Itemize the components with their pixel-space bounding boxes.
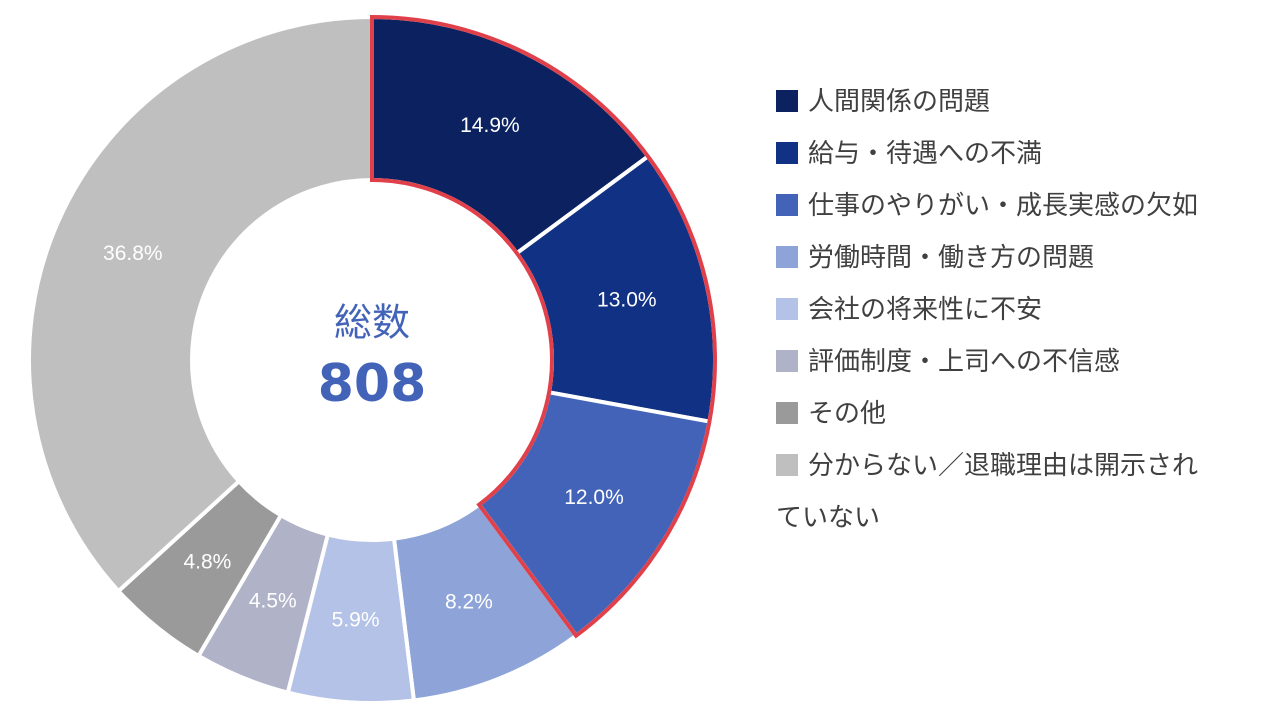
legend-item-7: その他 <box>776 388 1216 440</box>
legend-label-7: その他 <box>808 399 887 429</box>
legend-item-6: 評価制度・上司への不信感 <box>776 336 1216 388</box>
legend-swatch-1 <box>776 90 798 112</box>
legend-swatch-8 <box>776 454 798 476</box>
legend-label-1: 人間関係の問題 <box>808 87 991 117</box>
donut-chart: 14.9%13.0%12.0%8.2%5.9%4.5%4.8%36.8% 総数 … <box>27 14 717 705</box>
slice-label-8: 36.8% <box>103 242 163 265</box>
legend-swatch-4 <box>776 246 798 268</box>
legend-item-2: 給与・待遇への不満 <box>776 128 1216 180</box>
legend-label-4: 労働時間・働き方の問題 <box>808 243 1095 273</box>
legend-swatch-6 <box>776 350 798 372</box>
slice-label-7: 4.8% <box>183 551 231 574</box>
center-title: 総数 <box>334 301 410 345</box>
slice-label-6: 4.5% <box>249 589 297 612</box>
legend-label-8: 分からない／退職理由は開示されていない <box>776 451 1199 533</box>
legend-swatch-5 <box>776 298 798 320</box>
legend-swatch-3 <box>776 194 798 216</box>
slice-label-2: 13.0% <box>597 289 657 312</box>
legend-item-5: 会社の将来性に不安 <box>776 284 1216 336</box>
legend-item-3: 仕事のやりがい・成長実感の欠如 <box>776 180 1216 232</box>
highlight-outline <box>370 14 717 639</box>
legend-swatch-7 <box>776 402 798 424</box>
slice-label-4: 8.2% <box>445 590 493 613</box>
legend-label-3: 仕事のやりがい・成長実感の欠如 <box>808 191 1199 221</box>
legend-label-2: 給与・待遇への不満 <box>808 139 1043 169</box>
legend: 人間関係の問題給与・待遇への不満仕事のやりがい・成長実感の欠如 労働時間・働き方の… <box>776 76 1216 544</box>
center-value: 808 <box>318 354 427 414</box>
slice-label-3: 12.0% <box>564 486 624 509</box>
slice-8 <box>27 14 374 594</box>
slice-label-5: 5.9% <box>332 609 380 632</box>
legend-swatch-2 <box>776 142 798 164</box>
legend-label-5: 会社の将来性に不安 <box>808 295 1043 325</box>
legend-item-1: 人間関係の問題 <box>776 76 1216 128</box>
legend-item-8: 分からない／退職理由は開示されていない <box>776 440 1216 544</box>
slice-labels: 14.9% 13.0% 12.0% 8.2% 5.9% 4.5% 4.8% 36.8% <box>103 114 657 631</box>
legend-label-6: 評価制度・上司への不信感 <box>808 347 1121 377</box>
slice-label-1: 14.9% <box>460 114 520 137</box>
legend-item-4: 労働時間・働き方の問題 <box>776 232 1216 284</box>
donut-slices <box>27 14 717 705</box>
